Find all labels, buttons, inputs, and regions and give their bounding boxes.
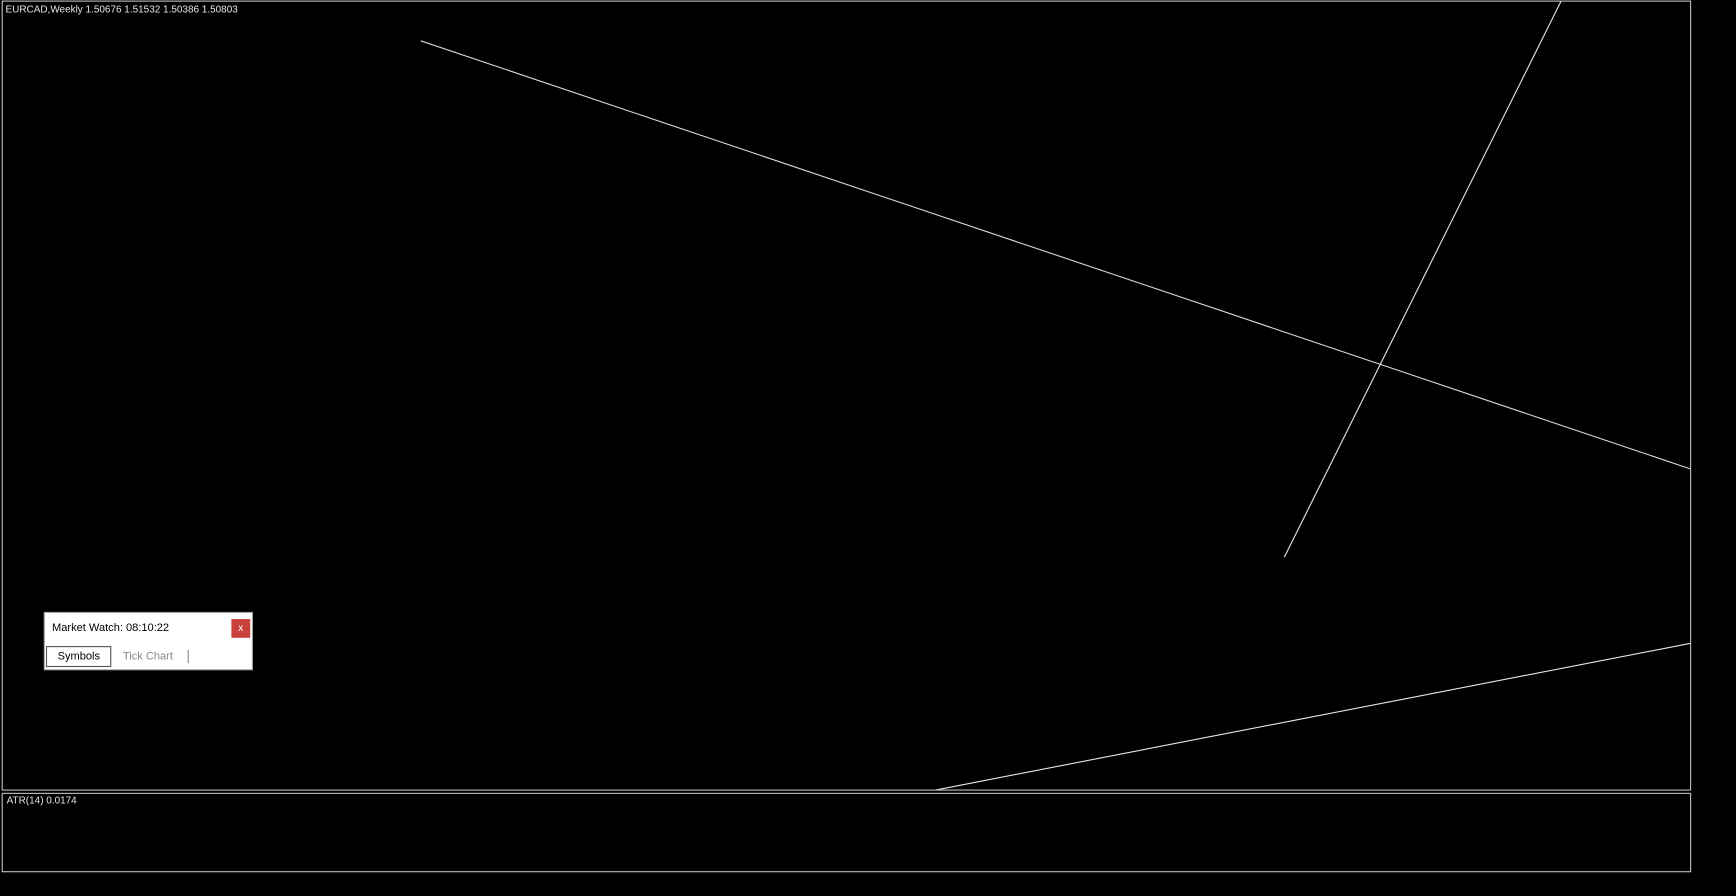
tab-label[interactable]: Symbols: [58, 650, 101, 662]
trendline: [1283, 0, 1562, 558]
trendline: [420, 40, 1691, 470]
close-button-label[interactable]: x: [238, 623, 243, 634]
tab-active[interactable]: [45, 646, 112, 668]
main-frame: [1, 0, 1692, 791]
indicator-frame: [1, 792, 1692, 873]
market-watch-window: Market Watch: 08:10:22 x Symbols Tick Ch…: [43, 611, 253, 671]
close-button[interactable]: [231, 619, 251, 638]
chart-title: EURCAD,Weekly 1.50676 1.51532 1.50386 1.…: [6, 5, 239, 16]
tab-label[interactable]: Tick Chart: [123, 650, 173, 662]
window-title: Market Watch: 08:10:22: [52, 622, 169, 634]
trendline: [935, 642, 1691, 791]
trendlines: [420, 0, 1691, 791]
indicator-title: ATR(14) 0.0174: [7, 796, 78, 807]
